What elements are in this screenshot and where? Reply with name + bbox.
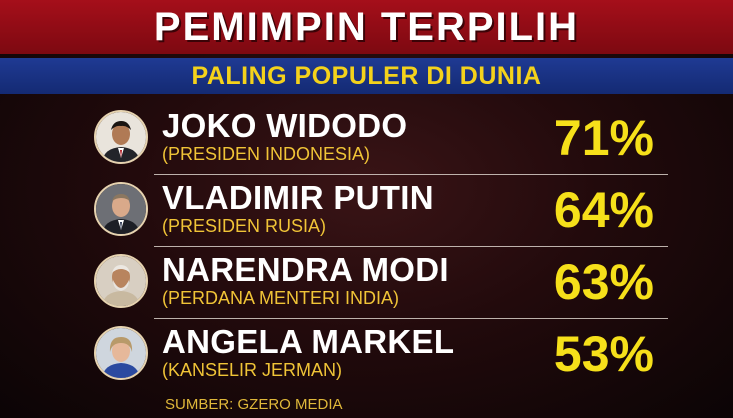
leader-row-vladimir-putin: VLADIMIR PUTIN (PRESIDEN RUSIA) 64% <box>92 179 668 247</box>
leader-name: ANGELA MARKEL <box>162 323 455 360</box>
page-subtitle: PALING POPULER DI DUNIA <box>191 61 542 90</box>
leader-percent: 63% <box>553 254 654 310</box>
leader-name: JOKO WIDODO <box>162 107 408 144</box>
narendra-modi-portrait-icon <box>94 254 148 308</box>
row-divider <box>154 174 668 175</box>
joko-widodo-portrait-icon <box>94 110 148 164</box>
leader-row-angela-markel: ANGELA MARKEL (KANSELIR JERMAN) 53% <box>92 324 668 384</box>
leader-role: (KANSELIR JERMAN) <box>162 360 343 380</box>
title-banner: PEMIMPIN TERPILIH <box>0 0 733 54</box>
subtitle-banner: PALING POPULER DI DUNIA <box>0 58 733 94</box>
row-divider <box>154 246 668 247</box>
leader-name: NARENDRA MODI <box>162 251 449 288</box>
page-title: PEMIMPIN TERPILIH <box>153 4 580 49</box>
angela-markel-portrait-icon <box>94 326 148 380</box>
leader-percent: 64% <box>553 182 654 238</box>
leader-name: VLADIMIR PUTIN <box>162 179 434 216</box>
leader-percent: 53% <box>553 326 654 382</box>
leader-role: (PRESIDEN RUSIA) <box>162 216 327 236</box>
leader-role: (PRESIDEN INDONESIA) <box>162 144 371 164</box>
leader-row-narendra-modi: NARENDRA MODI (PERDANA MENTERI INDIA) 63… <box>92 251 668 319</box>
row-divider <box>154 318 668 319</box>
leader-list: JOKO WIDODO (PRESIDEN INDONESIA) 71% VLA… <box>92 108 668 396</box>
source-credit: SUMBER: GZERO MEDIA <box>165 396 343 413</box>
leader-row-joko-widodo: JOKO WIDODO (PRESIDEN INDONESIA) 71% <box>92 107 668 175</box>
leader-percent: 71% <box>553 110 654 166</box>
vladimir-putin-portrait-icon <box>94 182 148 236</box>
leader-role: (PERDANA MENTERI INDIA) <box>162 288 400 308</box>
